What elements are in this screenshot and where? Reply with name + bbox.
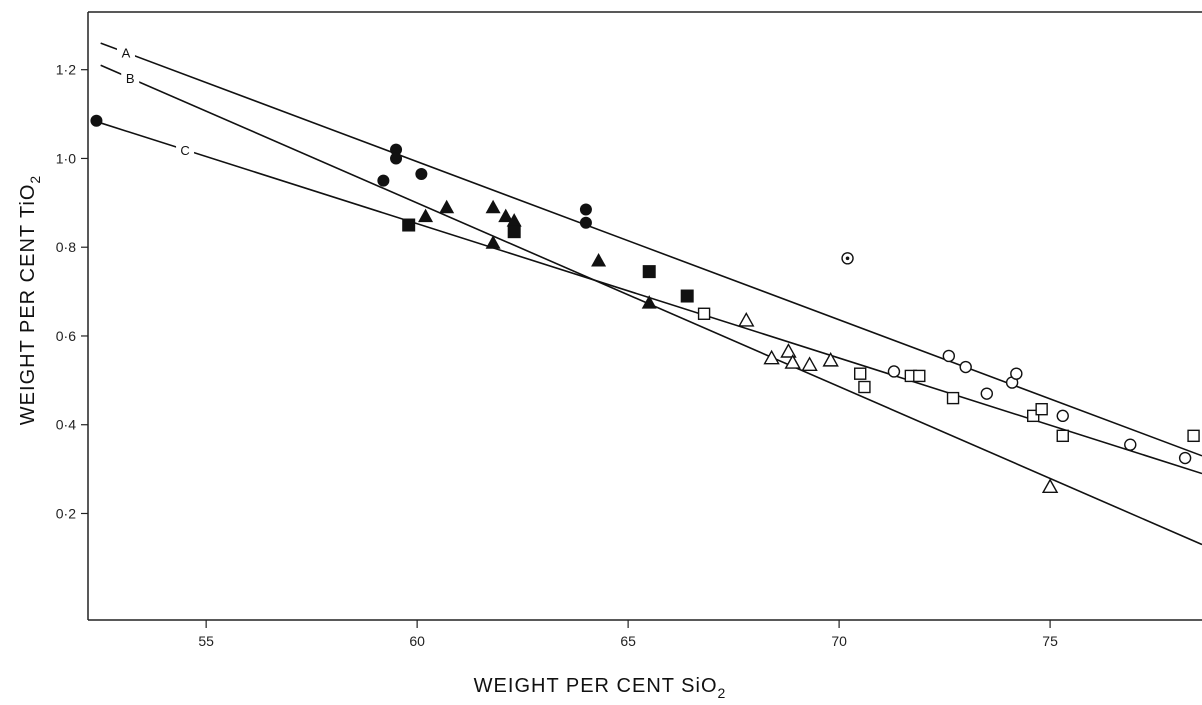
data-point-filled-triangle xyxy=(439,199,455,214)
data-point-open-square xyxy=(1056,429,1069,443)
data-point-filled-circle xyxy=(579,203,592,216)
x-tick-label: 55 xyxy=(198,633,214,649)
data-point-open-triangle xyxy=(780,343,797,358)
data-point-filled-square xyxy=(507,225,521,239)
y-tick-label: 0·8 xyxy=(56,239,76,255)
y-tick-label: 0·6 xyxy=(56,328,76,344)
dotted-circle-center xyxy=(845,256,850,261)
data-point-open-square xyxy=(946,391,960,405)
data-point-open-circle xyxy=(959,360,972,374)
data-point-filled-circle xyxy=(390,152,403,165)
data-point-open-circle xyxy=(1124,438,1137,451)
line-label-c: C xyxy=(180,143,189,158)
data-point-filled-circle xyxy=(415,167,428,180)
data-points xyxy=(90,114,1200,494)
axis-ticks: 55 60 65 70 75 0·2 0·4 0·6 0·8 1·0 1·2 xyxy=(56,62,1058,649)
data-point-open-circle xyxy=(1010,367,1023,380)
data-point-open-triangle xyxy=(801,356,818,372)
data-point-open-circle xyxy=(887,365,901,378)
regression-lines: AB C xyxy=(100,42,1202,546)
data-point-open-square xyxy=(697,307,711,320)
data-point-filled-triangle xyxy=(485,199,501,214)
data-point-open-circle xyxy=(1178,451,1192,465)
regression-line-c xyxy=(100,122,1202,475)
data-point-filled-triangle xyxy=(498,208,514,223)
y-tick-label: 0·4 xyxy=(56,417,76,433)
data-point-open-square xyxy=(854,367,867,380)
data-point-open-triangle xyxy=(763,349,780,365)
x-axis-title: WEIGHT PER CENT SiO2 xyxy=(474,675,727,701)
data-point-filled-square xyxy=(680,289,694,303)
data-point-open-triangle xyxy=(784,354,801,369)
y-axis-title: WEIGHT PER CENT TiO2 xyxy=(17,175,43,425)
y-tick-label: 1·2 xyxy=(56,62,76,78)
data-point-open-square xyxy=(1035,402,1048,416)
data-point-filled-triangle xyxy=(418,208,434,223)
data-point-filled-circle xyxy=(390,143,403,156)
data-point-open-circle xyxy=(1056,409,1069,423)
data-point-open-square xyxy=(1187,429,1200,443)
data-point-open-triangle xyxy=(738,312,755,327)
data-point-open-square xyxy=(1027,409,1040,423)
data-point-filled-square xyxy=(642,265,656,279)
data-point-filled-square xyxy=(402,218,416,232)
data-point-open-square xyxy=(913,369,926,383)
data-point-filled-triangle xyxy=(485,235,501,249)
plot-frame xyxy=(87,11,1202,621)
data-point-filled-triangle xyxy=(591,253,607,267)
x-tick-label: 60 xyxy=(409,633,425,649)
y-tick-label: 1·0 xyxy=(56,150,76,166)
x-tick-label: 65 xyxy=(620,633,636,649)
data-point-open-circle xyxy=(980,387,993,400)
line-label-a: A xyxy=(122,46,131,61)
line-label-gap xyxy=(176,140,195,157)
data-point-open-square xyxy=(858,380,871,394)
x-tick-label: 70 xyxy=(831,633,847,649)
data-point-filled-triangle xyxy=(506,213,522,227)
data-point-open-triangle xyxy=(1041,478,1059,494)
data-point-filled-circle xyxy=(90,114,103,127)
regression-line-a xyxy=(100,42,1202,457)
y-tick-label: 0·2 xyxy=(56,505,76,521)
data-point-filled-circle xyxy=(579,216,592,229)
line-label-gap xyxy=(121,69,140,86)
data-point-dotted-circle xyxy=(841,252,854,265)
data-point-filled-circle xyxy=(377,174,390,187)
data-point-open-triangle xyxy=(822,351,839,367)
line-label-b: B xyxy=(126,71,135,86)
data-point-filled-triangle xyxy=(641,295,657,309)
line-label-gap xyxy=(116,43,135,60)
x-tick-label: 75 xyxy=(1042,633,1058,649)
data-point-open-circle xyxy=(942,349,956,363)
